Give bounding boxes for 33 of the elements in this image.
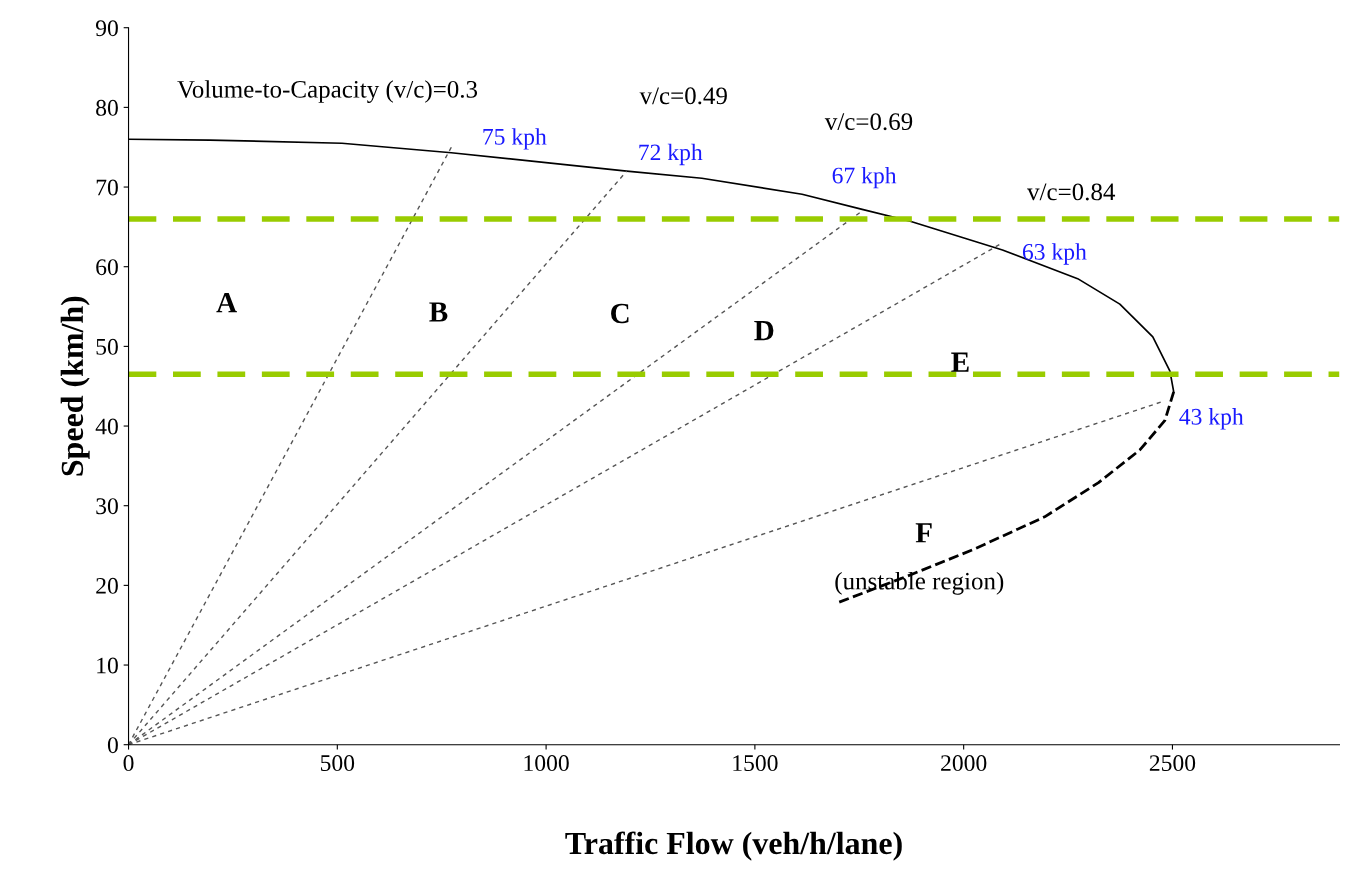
y-tick-label: 0	[107, 737, 118, 754]
x-tick-label: 2500	[1149, 755, 1196, 772]
annotation: E	[951, 352, 969, 372]
y-tick-label: 80	[96, 99, 118, 116]
x-tick-label: 0	[123, 755, 134, 772]
data-label: 72 kph	[639, 143, 703, 166]
annotation: A	[216, 292, 237, 313]
y-tick-label: 60	[96, 259, 118, 276]
y-tick-label: 10	[97, 657, 118, 674]
x-tick-label: 1000	[524, 755, 569, 772]
y-tick-label: 30	[96, 498, 118, 515]
annotation: v/c=0.69	[824, 113, 913, 131]
x-tick-label: 1500	[733, 755, 778, 772]
annotation: v/c=0.84	[1027, 183, 1116, 201]
y-tick-label: 90	[95, 20, 118, 37]
y-tick-label: 50	[96, 338, 118, 355]
data-label: 43 kph	[1179, 408, 1244, 430]
annotation: C	[611, 303, 629, 324]
annotation: B	[429, 302, 448, 322]
data-label: 63 kph	[1022, 243, 1087, 265]
annotation: v/c=0.49	[639, 87, 727, 105]
data-label: 75 kph	[483, 128, 547, 150]
y-tick-label: 40	[95, 418, 118, 435]
y-tick-label: 20	[96, 577, 118, 594]
x-axis-title: Traffic Flow (veh/h/lane)	[565, 831, 902, 861]
annotation: F	[915, 523, 932, 543]
y-tick-label: 70	[96, 179, 118, 196]
x-tick-label: 2000	[941, 755, 987, 772]
x-tick-label: 500	[320, 755, 355, 772]
data-label: 67 kph	[832, 166, 897, 189]
y-axis-title: Speed (km/h)	[60, 296, 90, 476]
annotation: D	[754, 321, 774, 341]
annotation: Volume-to-Capacity (v/c)=0.3	[177, 80, 478, 103]
